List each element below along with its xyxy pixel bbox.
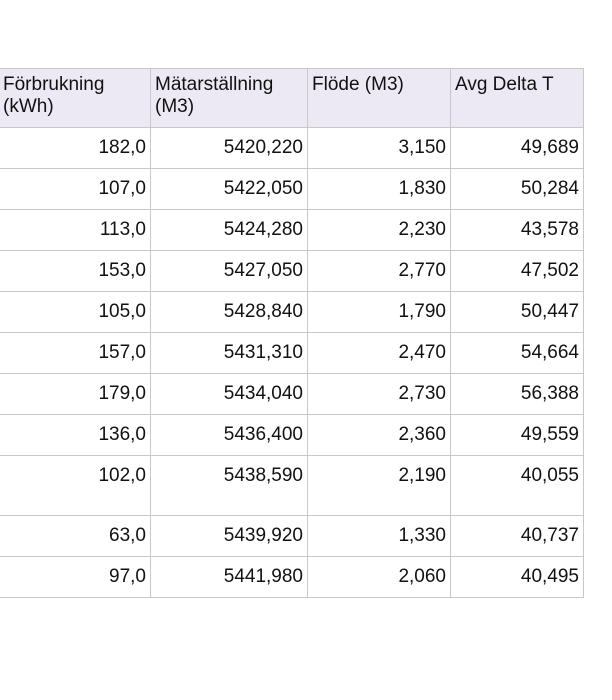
table-cell: 5436,400: [150, 414, 308, 456]
table-cell: 50,284: [450, 168, 584, 210]
table-cell: 5422,050: [150, 168, 308, 210]
header-cell: Förbrukning (kWh): [0, 68, 151, 128]
table-cell: 5431,310: [150, 332, 308, 374]
table-cell: 2,770: [307, 250, 451, 292]
table-cell: 5428,840: [150, 291, 308, 333]
table-cell: 2,230: [307, 209, 451, 251]
table-cell: 49,559: [450, 414, 584, 456]
table-cell: 1,830: [307, 168, 451, 210]
table-cell: 5439,920: [150, 515, 308, 557]
table-cell: 5438,590: [150, 455, 308, 516]
table-body: 182,0 5420,220 3,150 49,689 107,0 5422,050 1,8…: [0, 127, 584, 598]
header-cell: Flöde (M3): [307, 68, 451, 128]
table-row: 179,0 5434,040 2,730 56,388: [0, 373, 584, 415]
table-row: 113,0 5424,280 2,230 43,578: [0, 209, 584, 251]
table-cell: 43,578: [450, 209, 584, 251]
table-cell: 5420,220: [150, 127, 308, 169]
table-cell: 2,730: [307, 373, 451, 415]
table-row: 97,0 5441,980 2,060 40,495: [0, 556, 584, 598]
table-cell: 50,447: [450, 291, 584, 333]
table-cell: 56,388: [450, 373, 584, 415]
table-cell: 1,790: [307, 291, 451, 333]
table-cell: 3,150: [307, 127, 451, 169]
table-cell: 113,0: [0, 209, 151, 251]
data-table: Förbrukning (kWh) Mätarställning (M3) Flöd…: [0, 68, 584, 598]
table-cell: 97,0: [0, 556, 151, 598]
table-row: 153,0 5427,050 2,770 47,502: [0, 250, 584, 292]
table-cell: 157,0: [0, 332, 151, 374]
table-cell: 182,0: [0, 127, 151, 169]
table-cell: 1,330: [307, 515, 451, 557]
table-cell: 2,360: [307, 414, 451, 456]
table-row: 136,0 5436,400 2,360 49,559: [0, 414, 584, 456]
table-cell: 179,0: [0, 373, 151, 415]
table-row: 157,0 5431,310 2,470 54,664: [0, 332, 584, 374]
table-cell: 40,737: [450, 515, 584, 557]
table-cell: 105,0: [0, 291, 151, 333]
table-cell: 40,495: [450, 556, 584, 598]
table-cell: 136,0: [0, 414, 151, 456]
table-cell: 5424,280: [150, 209, 308, 251]
table-row: 107,0 5422,050 1,830 50,284: [0, 168, 584, 210]
table-cell: 2,060: [307, 556, 451, 598]
table-row: 182,0 5420,220 3,150 49,689: [0, 127, 584, 169]
header-row: Förbrukning (kWh) Mätarställning (M3) Flöd…: [0, 68, 584, 128]
table-row: 63,0 5439,920 1,330 40,737: [0, 515, 584, 557]
table-row: 105,0 5428,840 1,790 50,447: [0, 291, 584, 333]
table-cell: 54,664: [450, 332, 584, 374]
table-cell: 102,0: [0, 455, 151, 516]
table-cell: 2,190: [307, 455, 451, 516]
table-cell: 5434,040: [150, 373, 308, 415]
table-cell: 107,0: [0, 168, 151, 210]
table-cell: 49,689: [450, 127, 584, 169]
table-cell: 40,055: [450, 455, 584, 516]
table-cell: 153,0: [0, 250, 151, 292]
table-cell: 2,470: [307, 332, 451, 374]
table-cell: 5427,050: [150, 250, 308, 292]
header-cell: Mätarställning (M3): [150, 68, 308, 128]
header-cell: Avg Delta T: [450, 68, 584, 128]
table-row: 102,0 5438,590 2,190 40,055: [0, 455, 584, 516]
table-cell: 63,0: [0, 515, 151, 557]
table-cell: 47,502: [450, 250, 584, 292]
table-cell: 5441,980: [150, 556, 308, 598]
